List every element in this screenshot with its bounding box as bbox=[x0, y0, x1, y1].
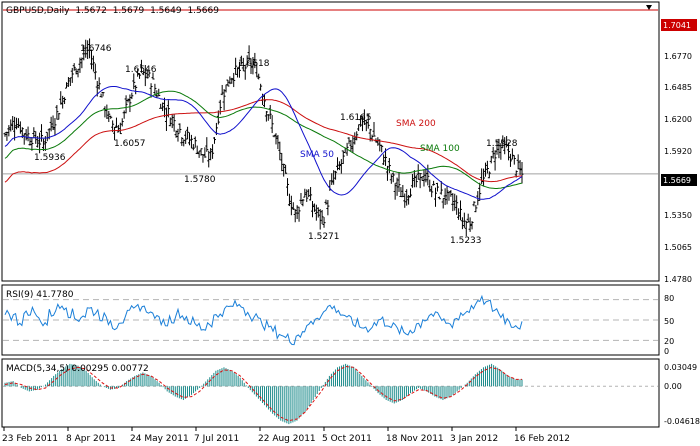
rsi-line bbox=[4, 294, 523, 346]
sma200-label: SMA 200 bbox=[396, 119, 436, 129]
sma50-label: SMA 50 bbox=[300, 150, 334, 160]
macd-title: MACD(5,34,5) 0.00295 0.00772 bbox=[6, 364, 149, 374]
trough-label-2: 1.6057 bbox=[114, 139, 146, 149]
price-tick-label: 1.6485 bbox=[664, 83, 692, 92]
trough-label-1: 1.5936 bbox=[34, 153, 66, 163]
x-axis-label: 5 Oct 2011 bbox=[322, 434, 372, 444]
price-tick-label: 1.6200 bbox=[664, 115, 692, 124]
current-price-label: 1.5669 bbox=[663, 176, 691, 185]
resistance-price-tag bbox=[661, 19, 697, 31]
peak-label-5: 1.5928 bbox=[486, 139, 518, 149]
low-value: 1.5649 bbox=[150, 6, 182, 16]
chart-header: GBPUSD,Daily 1.5672 1.5679 1.5649 1.5669 bbox=[6, 6, 219, 16]
rsi-tick-label: 50 bbox=[664, 317, 674, 326]
macd-tick-label: 0.03049 bbox=[664, 363, 697, 372]
rsi-tick-label: 20 bbox=[664, 337, 674, 346]
x-axis-label: 18 Nov 2011 bbox=[386, 434, 444, 444]
peak-label-3: 1.6618 bbox=[238, 59, 270, 69]
peak-label-4: 1.6165 bbox=[340, 113, 372, 123]
sma200-line bbox=[4, 99, 523, 183]
price-tick-label: 1.5350 bbox=[664, 211, 692, 220]
x-axis-label: 16 Feb 2012 bbox=[514, 434, 570, 444]
price-tick-label: 1.5920 bbox=[664, 147, 692, 156]
high-value: 1.5679 bbox=[113, 6, 145, 16]
x-axis-label: 22 Aug 2011 bbox=[258, 434, 316, 444]
current-price-tag bbox=[661, 174, 697, 186]
x-axis-label: 8 Apr 2011 bbox=[66, 434, 116, 444]
sma100-line bbox=[4, 90, 523, 189]
sma50-line bbox=[4, 86, 523, 200]
sma100-label: SMA 100 bbox=[420, 144, 460, 154]
x-axis-label: 23 Feb 2011 bbox=[2, 434, 58, 444]
trough-label-5: 1.5233 bbox=[450, 236, 482, 246]
close-value: 1.5669 bbox=[187, 6, 219, 16]
symbol-label: GBPUSD,Daily bbox=[6, 6, 70, 16]
peak-label-2: 1.6546 bbox=[125, 65, 157, 75]
macd-tick-label: -0.04618 bbox=[664, 417, 700, 426]
rsi-tick-label: 0 bbox=[664, 347, 669, 356]
rsi-tick-label: 80 bbox=[664, 294, 674, 303]
macd-signal-line bbox=[4, 365, 522, 422]
price-tick-label: 1.5065 bbox=[664, 243, 692, 252]
macd-tick-label: 0.00 bbox=[664, 382, 682, 391]
open-value: 1.5672 bbox=[75, 6, 107, 16]
peak-label-1: 1.6746 bbox=[80, 44, 112, 54]
resistance-price-label: 1.7041 bbox=[663, 21, 691, 30]
trough-label-4: 1.5271 bbox=[308, 232, 340, 242]
x-axis-label: 24 May 2011 bbox=[130, 434, 189, 444]
chart-shift-icon[interactable] bbox=[646, 5, 652, 10]
rsi-title: RSI(9) 41.7780 bbox=[6, 290, 74, 300]
rsi-panel-frame bbox=[1, 284, 660, 356]
x-axis-label: 7 Jul 2011 bbox=[194, 434, 239, 444]
price-tick-label: 1.4780 bbox=[664, 275, 692, 284]
price-tick-label: 1.6770 bbox=[664, 52, 692, 61]
trough-label-3: 1.5780 bbox=[184, 175, 216, 185]
x-axis-label: 3 Jan 2012 bbox=[450, 434, 498, 444]
